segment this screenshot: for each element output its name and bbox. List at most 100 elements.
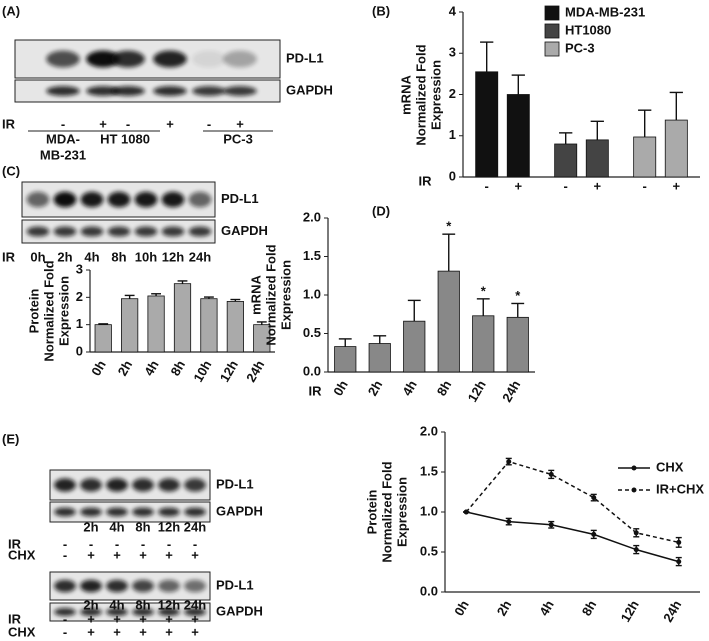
group-label: MB-231 [40, 147, 86, 162]
group-label: HT 1080 [100, 131, 150, 146]
x-tick-label: 2h [494, 598, 515, 619]
blot-band [54, 478, 76, 492]
blot-band [80, 507, 102, 517]
x-axis-label: IR [419, 173, 433, 188]
lane-mark: - [63, 624, 67, 639]
blot-band [80, 191, 104, 208]
lane-mark: + [236, 116, 244, 131]
blot-strip [49, 571, 211, 601]
band-label: GAPDH [286, 82, 333, 97]
x-axis-label: IR [309, 383, 323, 398]
y-axis-label: Expression [56, 276, 71, 346]
x-tick-label: 4h [399, 378, 420, 399]
lane-mark: 4h [84, 249, 99, 264]
lane-mark: - [115, 536, 119, 551]
blot-strip [14, 79, 281, 103]
bar [173, 283, 192, 353]
group-label: MDA- [46, 131, 80, 146]
lane-mark: + [113, 624, 121, 639]
blot-band [46, 50, 80, 68]
bar [633, 136, 657, 178]
blot-band [132, 507, 154, 517]
lane-mark: + [87, 624, 95, 639]
x-tick-label: + [594, 178, 602, 193]
point [676, 539, 682, 545]
bar [121, 298, 139, 353]
bar [368, 343, 391, 373]
blot-band [80, 608, 102, 616]
lane-mark: + [139, 547, 147, 562]
legend-swatch [544, 5, 560, 21]
legend-label: PC-3 [565, 40, 595, 55]
bar [472, 315, 495, 373]
group-label: PC-3 [223, 131, 253, 146]
band-label: PD-L1 [286, 50, 324, 65]
blot-band [53, 226, 77, 237]
bar [554, 143, 578, 178]
y-axis-label: Expression [428, 60, 443, 130]
x-tick-label: - [485, 178, 489, 193]
blot-band [223, 86, 257, 96]
lane-label: 2h [83, 519, 98, 534]
band-label: GAPDH [216, 503, 263, 518]
bar [94, 324, 112, 353]
y-axis-label: mRNA [398, 75, 413, 115]
lane-mark: + [166, 116, 174, 131]
lane-label: 4h [109, 519, 124, 534]
row-label: CHX [8, 624, 36, 639]
y-axis-label: Protein [26, 289, 41, 334]
row-label: IR [8, 536, 22, 551]
blot-band [158, 478, 180, 492]
blot-band [161, 226, 185, 237]
panel-label: (D) [372, 203, 390, 218]
x-tick-label: 12h [465, 378, 489, 405]
lane-mark: + [87, 547, 95, 562]
x-tick-label: - [564, 178, 568, 193]
x-tick-label: 0h [451, 598, 472, 619]
x-tick-label: 8h [579, 598, 600, 619]
lane-mark: - [167, 536, 171, 551]
x-tick-label: 24h [499, 378, 523, 405]
panel-label: (B) [372, 3, 390, 18]
blot-band [132, 608, 154, 616]
blot-band [107, 226, 131, 237]
x-tick-label: 8h [434, 378, 455, 399]
y-tick-label: 2 [449, 86, 456, 101]
point [676, 559, 682, 565]
lane-mark: + [99, 116, 107, 131]
blot-band [132, 478, 154, 492]
lane-mark: 2h [57, 249, 72, 264]
lane-mark: + [87, 611, 95, 626]
y-tick-label: 0.0 [420, 583, 438, 598]
point [633, 547, 639, 553]
bar [147, 295, 165, 353]
legend-label: MDA-MB-231 [565, 4, 645, 19]
significance-label: * [515, 288, 521, 303]
y-tick-label: 2.0 [303, 209, 321, 224]
legend-swatch [544, 41, 560, 57]
lane-mark: - [63, 547, 67, 562]
bar [226, 301, 244, 353]
x-tick-label: 8h [167, 358, 188, 379]
y-tick-label: 2.0 [420, 423, 438, 438]
blot-strip [49, 501, 211, 523]
blot-band [80, 226, 104, 237]
y-tick-label: 0 [449, 168, 456, 183]
lane-label: 4h [109, 597, 124, 612]
lane-label: 12h [158, 597, 180, 612]
blot-band [111, 50, 145, 68]
x-tick-label: 10h [190, 358, 214, 385]
x-tick-label: 12h [217, 358, 241, 385]
lane-label: 24h [184, 597, 206, 612]
blot-band [153, 50, 187, 68]
lane-mark: - [193, 536, 197, 551]
bar [437, 270, 460, 373]
y-tick-label: 3 [76, 261, 83, 276]
blot-strip [49, 602, 211, 622]
lane-mark: + [191, 547, 199, 562]
x-tick-label: + [673, 178, 681, 193]
lane-mark: - [89, 536, 93, 551]
lane-mark: + [191, 611, 199, 626]
lane-mark: + [191, 624, 199, 639]
bar [506, 94, 530, 178]
